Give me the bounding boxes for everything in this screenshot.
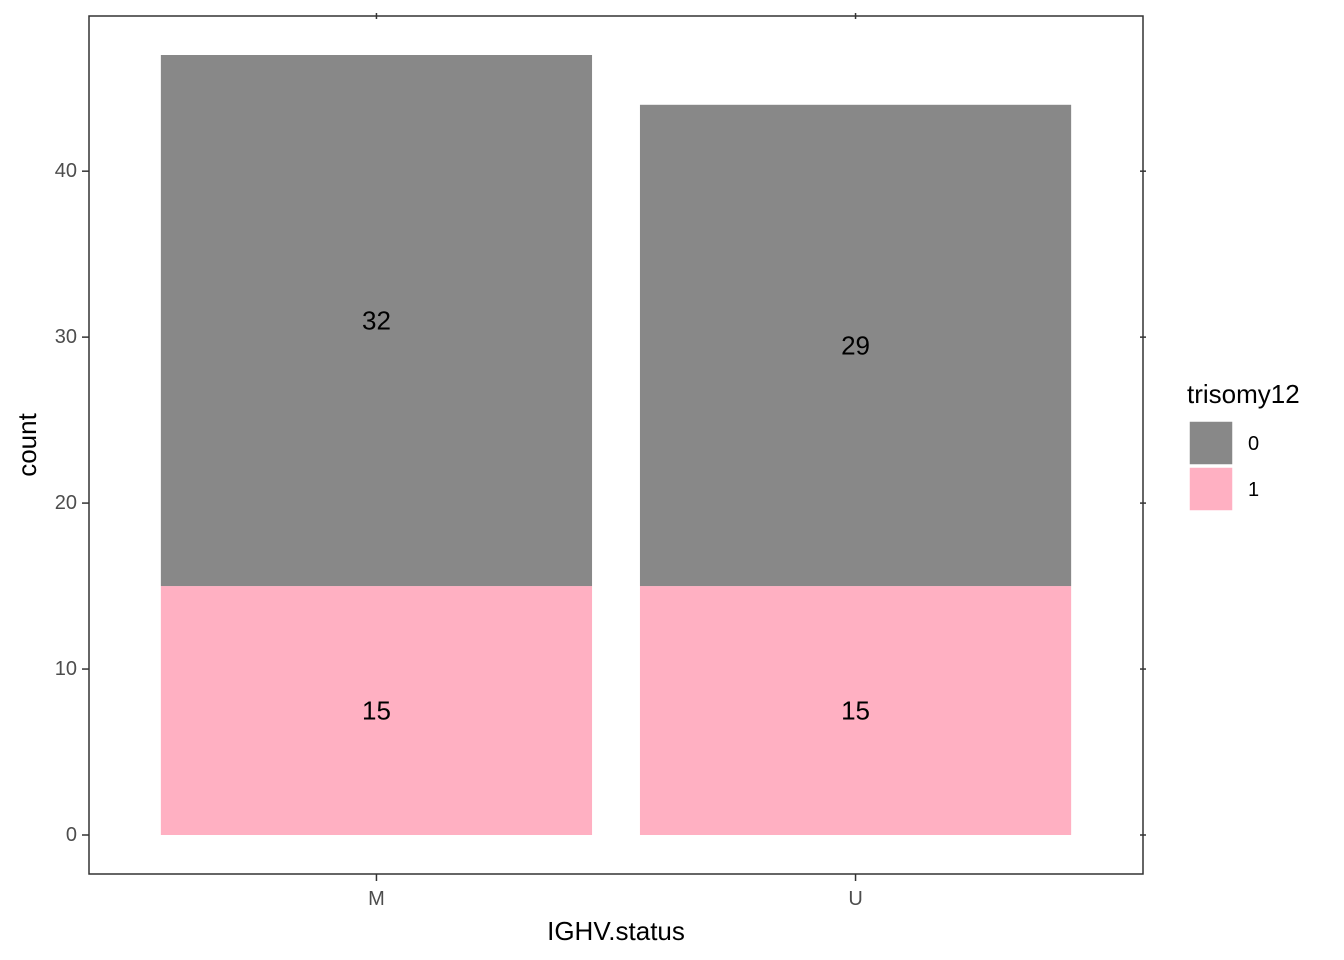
bar-label-U-trisomy12-0: 29 <box>841 330 870 360</box>
legend-label-0: 0 <box>1248 433 1259 455</box>
legend-key-0 <box>1188 420 1234 466</box>
y-tick-label: 30 <box>55 326 77 348</box>
y-tick-label: 10 <box>55 658 77 680</box>
bar-U-trisomy12-0 <box>639 104 1072 587</box>
legend-title: trisomy12 <box>1187 379 1300 409</box>
y-axis-title: count <box>12 412 42 476</box>
bar-U-trisomy12-1 <box>639 586 1072 835</box>
legend-key-1 <box>1188 466 1234 512</box>
y-tick-label: 20 <box>55 492 77 514</box>
y-axis-ticks: 0 10 20 30 40 <box>55 160 1146 846</box>
panel-border <box>88 15 1144 875</box>
bars <box>160 55 1072 835</box>
legend-label-1: 1 <box>1248 479 1259 501</box>
bar-labels: 15 32 15 29 <box>362 306 870 726</box>
y-tick-label: 0 <box>66 824 77 846</box>
x-axis-title: IGHV.status <box>547 916 685 946</box>
x-tick-label: U <box>848 888 862 910</box>
legend-keys: 01 <box>1188 420 1259 512</box>
bar-label-U-trisomy12-1: 15 <box>841 696 870 726</box>
y-tick-label: 40 <box>55 160 77 182</box>
bar-M-trisomy12-0 <box>160 55 593 587</box>
bar-M-trisomy12-1 <box>160 586 593 835</box>
bar-label-M-trisomy12-1: 15 <box>362 696 391 726</box>
legend: trisomy12 01 <box>1187 379 1300 512</box>
x-tick-label: M <box>368 888 385 910</box>
bar-label-M-trisomy12-0: 32 <box>362 306 391 336</box>
